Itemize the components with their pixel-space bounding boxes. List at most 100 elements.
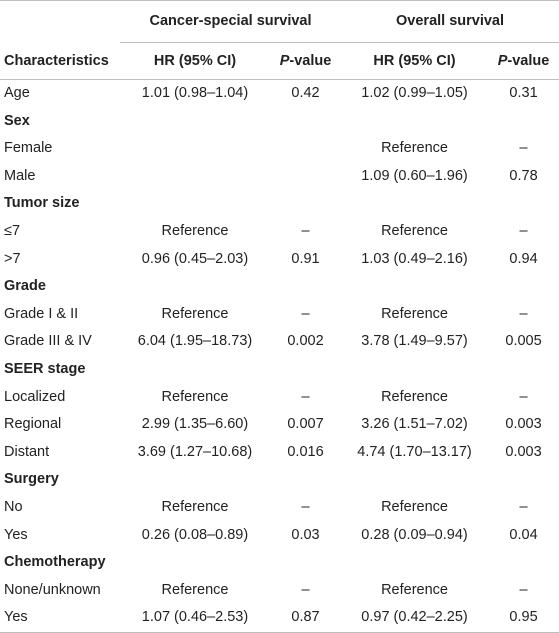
table-row: Localized Reference – Reference – — [0, 384, 559, 412]
css-hr-cell: Reference — [161, 498, 229, 515]
css-p-cell: – — [301, 305, 310, 322]
css-p-cell — [270, 108, 341, 136]
table-row: Yes 1.07 (0.46–2.53) 0.87 0.97 (0.42–2.25) 0… — [0, 604, 559, 633]
css-p-cell: 0.42 — [291, 85, 320, 101]
os-hr-cell — [341, 466, 488, 494]
section-row: Grade — [0, 273, 559, 301]
row-label: Regional — [4, 416, 62, 433]
os-p-cell: – — [519, 581, 528, 598]
os-hr-cell — [341, 356, 488, 384]
p-italic: P — [497, 53, 508, 69]
css-hr-cell — [120, 135, 270, 163]
table-row: Grade I & II Reference – Reference – — [0, 301, 559, 329]
os-hr-cell: Reference — [381, 140, 448, 157]
row-label: Distant — [4, 443, 50, 460]
section-row: Tumor size — [0, 190, 559, 218]
os-p-cell: – — [519, 388, 528, 405]
table-row: >7 0.96 (0.45–2.03) 0.91 1.03 (0.49–2.16) 0.… — [0, 246, 559, 274]
p-italic: P — [279, 53, 290, 69]
row-label: Male — [4, 167, 36, 184]
row-label: No — [4, 498, 23, 515]
os-p-cell: 0.78 — [509, 167, 538, 184]
group-spacer — [0, 0, 120, 43]
css-p-cell: – — [301, 388, 310, 405]
css-hr-cell — [120, 466, 270, 494]
css-hr-cell: 1.01 (0.98–1.04) — [141, 85, 249, 101]
css-p-cell: – — [301, 581, 310, 598]
table-row: Yes 0.26 (0.08–0.89) 0.03 0.28 (0.09–0.94) 0… — [0, 522, 559, 550]
os-p-cell: – — [519, 498, 528, 515]
css-p-cell: – — [301, 222, 310, 239]
css-p-cell — [270, 190, 341, 218]
p-rest: -value — [507, 53, 550, 69]
os-hr-cell: 0.28 (0.09–0.94) — [361, 526, 468, 543]
css-hr-cell — [120, 163, 270, 191]
table-row: Male 1.09 (0.60–1.96) 0.78 — [0, 163, 559, 191]
css-p-cell: 0.87 — [270, 604, 342, 633]
os-p-cell: – — [519, 305, 528, 322]
table-row: ≤7 Reference – Reference – — [0, 218, 559, 246]
group-header-row: Cancer-special survival Overall survival — [0, 0, 559, 43]
row-label: Age — [4, 85, 30, 101]
css-hr-cell: 0.26 (0.08–0.89) — [141, 526, 249, 543]
os-p-cell — [488, 273, 559, 301]
table-row: Distant 3.69 (1.27–10.68) 0.016 4.74 (1.70–… — [0, 439, 559, 467]
os-hr-cell: Reference — [381, 305, 448, 322]
os-hr-cell: 1.02 (0.99–1.05) — [361, 85, 468, 101]
row-label: ≤7 — [4, 222, 21, 239]
section-label: Grade — [4, 278, 46, 295]
section-row: SEER stage — [0, 356, 559, 384]
css-p-cell: – — [301, 498, 310, 515]
os-p-cell: 0.31 — [509, 85, 538, 101]
col-os-p: P-value — [488, 42, 559, 80]
row-label: Grade I & II — [4, 305, 79, 322]
os-p-cell — [488, 466, 559, 494]
table-row: Regional 2.99 (1.35–6.60) 0.007 3.26 (1.51–… — [0, 411, 559, 439]
row-label: Localized — [4, 388, 66, 405]
os-p-cell — [488, 190, 559, 218]
os-p-cell: – — [519, 140, 528, 157]
os-hr-cell: 1.09 (0.60–1.96) — [361, 167, 468, 184]
css-hr-cell: Reference — [161, 388, 229, 405]
os-p-cell — [488, 356, 559, 384]
table-row: Female Reference – — [0, 135, 559, 163]
os-hr-cell: Reference — [381, 581, 448, 598]
css-hr-cell: 3.69 (1.27–10.68) — [137, 443, 253, 460]
css-hr-cell — [120, 273, 270, 301]
os-hr-cell: Reference — [381, 222, 448, 239]
css-hr-cell: Reference — [161, 222, 229, 239]
os-p-cell — [488, 108, 559, 136]
table-row: Age 1.01 (0.98–1.04) 0.42 1.02 (0.99–1.05) 0… — [0, 80, 559, 108]
os-hr-cell — [341, 190, 488, 218]
os-p-cell: 0.003 — [505, 416, 542, 433]
os-hr-cell — [341, 108, 488, 136]
os-hr-cell: Reference — [381, 498, 448, 515]
table-row: Grade III & IV 6.04 (1.95–18.73) 0.002 3.78… — [0, 328, 559, 356]
section-row: Surgery — [0, 466, 559, 494]
os-hr-cell: 0.97 (0.42–2.25) — [341, 604, 489, 633]
col-os-hr: HR (95% CI) — [341, 42, 489, 80]
css-p-cell — [270, 356, 341, 384]
css-hr-cell — [120, 356, 270, 384]
os-p-cell: 0.005 — [505, 333, 542, 350]
os-p-cell — [488, 549, 559, 577]
os-p-cell: 0.04 — [509, 526, 538, 543]
css-hr-cell: Reference — [161, 581, 229, 598]
os-hr-cell — [341, 549, 488, 577]
section-label: SEER stage — [4, 360, 86, 377]
section-label: Tumor size — [4, 195, 80, 212]
section-label: Sex — [4, 112, 30, 129]
row-label: Yes — [4, 526, 28, 543]
col-css-hr: HR (95% CI) — [120, 42, 270, 80]
section-label: Surgery — [4, 471, 59, 488]
section-label: Chemotherapy — [4, 554, 106, 571]
os-hr-cell: 3.26 (1.51–7.02) — [361, 416, 468, 433]
css-hr-cell: 2.99 (1.35–6.60) — [141, 416, 249, 433]
os-p-cell: – — [519, 222, 528, 239]
row-label: Yes — [0, 604, 120, 633]
css-p-cell: 0.007 — [287, 416, 324, 433]
row-label: Female — [4, 140, 53, 157]
section-row: Chemotherapy — [0, 549, 559, 577]
group-overall-survival: Overall survival — [341, 0, 559, 43]
